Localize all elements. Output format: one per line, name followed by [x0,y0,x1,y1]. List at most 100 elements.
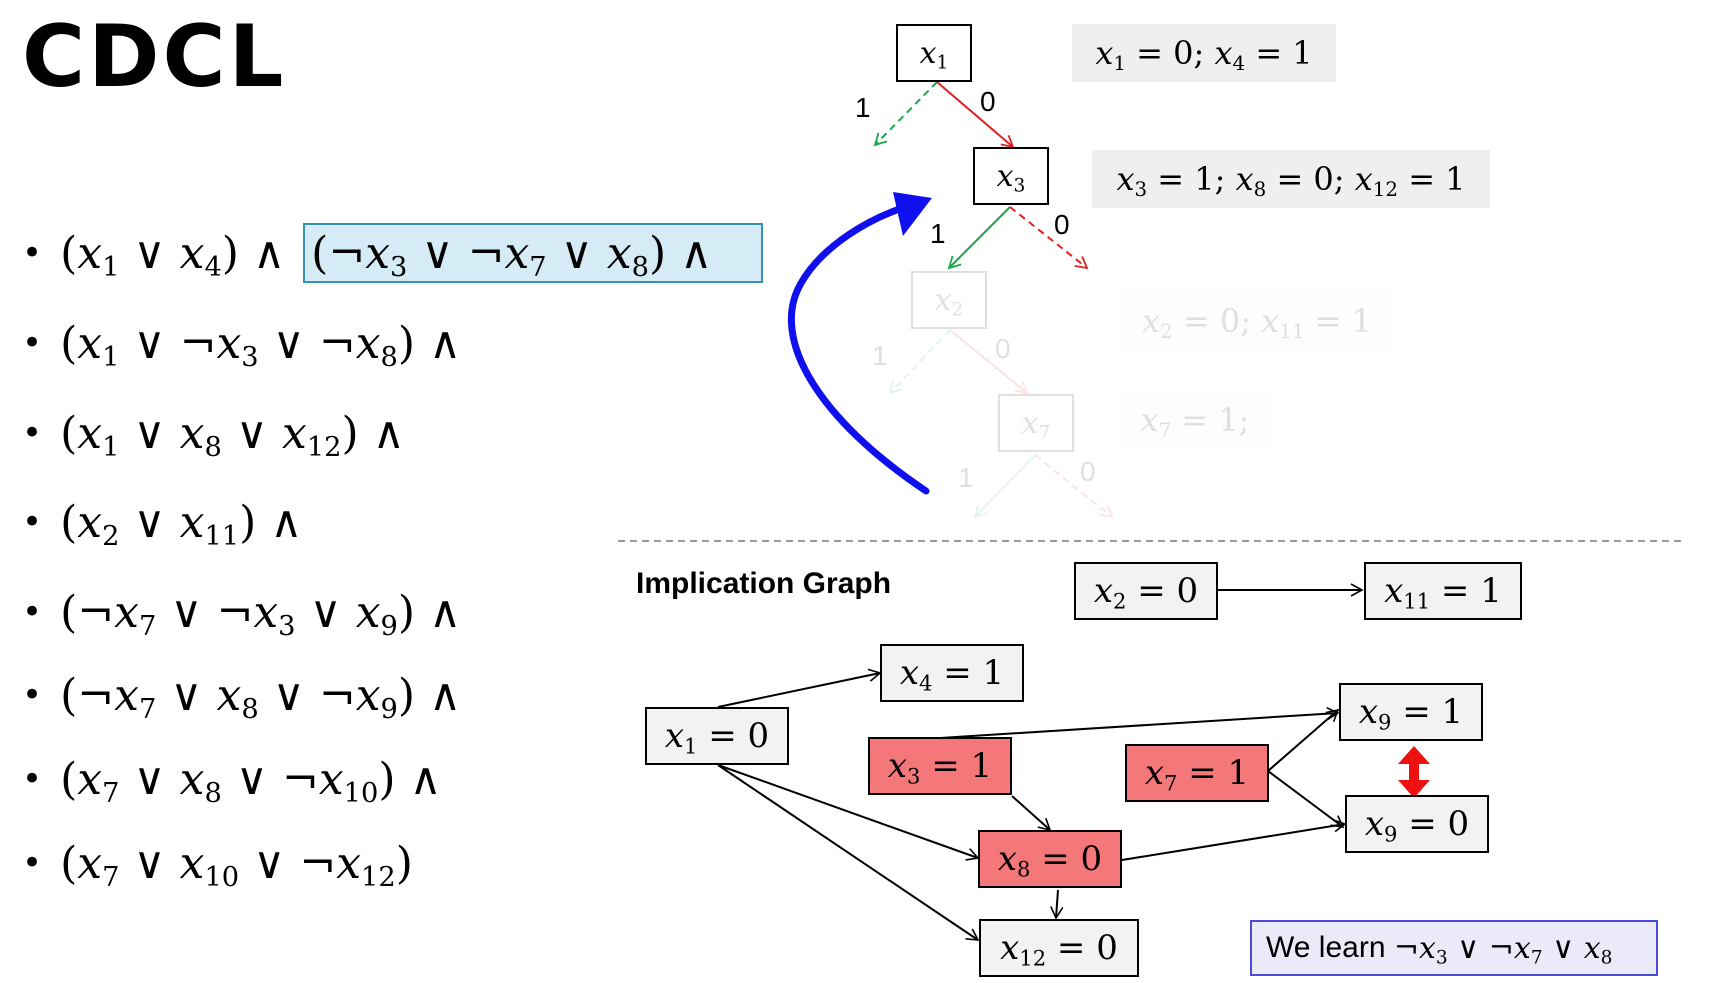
learned-clause: ¬x3 ∨ ¬x7 ∨ x8 [1393,930,1613,969]
node-x9-eq-0: x9 = 0 [1345,795,1489,853]
clause-1-text: (x1 ∨ x4) ∧ [60,228,285,284]
operator-text: ( [60,497,78,548]
operator-text: ∨ [221,408,282,459]
branch-label-0: 0 [1080,456,1096,487]
operator-text: ∨ ¬ [1447,930,1514,966]
node-x7-eq-1: x7 = 1 [1125,744,1269,802]
clause-6: • (¬x7 ∨ x8 ∨ ¬x9) ∧ [22,670,462,726]
operator-text: ∨ [119,408,180,459]
variable: x8 [216,670,259,726]
operator-text: = 1; [1147,160,1236,198]
operator-text: ∨ [156,670,217,721]
node-x11-eq-1: x11 = 1 [1364,562,1522,620]
variable: x4 [179,228,222,284]
variable: x2 [934,282,964,321]
clause-3-text: (x1 ∨ x8 ∨ x12) ∧ [60,408,405,464]
operator-text: (¬ [60,587,115,638]
operator-text: (¬ [311,228,366,279]
node-x9-eq-1: x9 = 1 [1339,683,1483,741]
operator-text: ) ∧ [397,587,462,638]
branch-label-0: 0 [995,333,1011,364]
variable: x3 [1116,160,1148,201]
variable: x8 [355,318,398,374]
assignment-level-4: x7 = 1; [1120,391,1270,449]
variable: x8 [1583,930,1613,969]
clause-7-text: (x7 ∨ x8 ∨ ¬x10) ∧ [60,754,442,810]
variable: x3 [1418,930,1448,969]
clause-7: • (x7 ∨ x8 ∨ ¬x10) ∧ [22,754,442,810]
operator-text: = 1 [1304,302,1372,340]
implication-graph-title: Implication Graph [636,567,892,600]
variable: x3 [216,318,259,374]
variable: x1 [77,408,120,464]
tree-node-x1: x1 [896,24,972,82]
variable: x10 [318,754,379,810]
branch-label-0: 0 [980,86,996,117]
variable: x1 [1095,34,1126,75]
operator-text: = 0; [1266,160,1355,198]
highlighted-clause: (¬x3 ∨ ¬x7 ∨ x8) ∧ [311,228,712,284]
variable: x8 [179,408,222,464]
variable: x8 [997,839,1031,882]
operator-text: ∨ ¬ [258,318,356,369]
variable: x9 [1358,692,1392,735]
node-x4-eq-1: x4 = 1 [880,644,1024,702]
variable: x4 [899,653,933,696]
operator-text: = 0 [1046,928,1118,968]
variable: x12 [1354,160,1399,201]
assignment-level-3: x2 = 0; x11 = 1 [1120,292,1394,350]
operator-text: ∨ [119,838,180,889]
highlighted-clause-box [303,223,763,283]
operator-text: ) ∧ [397,318,462,369]
variable: x7 [77,754,120,810]
operator-text: ¬ [1393,930,1419,966]
variable: x7 [114,587,157,643]
operator-text: (¬ [60,670,115,721]
node-x3-eq-1: x3 = 1 [868,737,1012,795]
variable: x12 [336,838,396,894]
backjump-arrow [787,192,932,495]
operator-text: = 1 [1391,692,1464,732]
operator-text: = 1 [932,653,1005,693]
variable: x9 [355,670,398,726]
variable: x7 [1513,930,1543,969]
operator-text: ( [60,228,78,279]
variable: x11 [179,497,240,553]
clause-8-text: (x7 ∨ x10 ∨ ¬x12) [60,838,413,894]
tree-node-x3: x3 [973,147,1049,205]
branch-label-1: 1 [930,218,946,249]
variable: x7 [1144,753,1178,796]
variable: x3 [887,746,921,789]
variable: x2 [1142,302,1173,343]
variable: x2 [1093,571,1127,614]
variable: x11 [1261,302,1305,343]
operator-text: = 0 [1397,804,1470,844]
operator-text: ∨ [119,497,180,548]
assignment-level-1: x1 = 0; x4 = 1 [1072,24,1336,82]
variable: x1 [77,318,120,374]
operator-text: = 1 [920,746,993,786]
variable: x3 [365,228,408,284]
learned-prefix: We learn [1266,931,1394,964]
operator-text: = 1 [1245,34,1313,72]
node-x12-eq-0: x12 = 0 [979,919,1139,977]
variable: x3 [253,587,296,643]
variable: x1 [77,228,120,284]
operator-text: ∨ ¬ [407,228,505,279]
variable: x7 [77,838,120,894]
node-x8-eq-0: x8 = 0 [978,830,1122,888]
operator-text: ∨ ¬ [239,838,337,889]
node-x2-eq-0: x2 = 0 [1074,562,1218,620]
branch-label-1: 1 [872,340,888,371]
operator-text: ( [60,838,78,889]
clause-2-text: (x1 ∨ ¬x3 ∨ ¬x8) ∧ [60,318,462,374]
variable: x8 [1235,160,1267,201]
tree-node-x2: x2 [911,271,987,329]
variable: x1 [664,716,698,759]
operator-text: = 0 [1126,571,1199,611]
branch-label-1: 1 [855,92,871,123]
operator-text: ( [60,318,78,369]
variable: x12 [1000,928,1047,971]
operator-text: ) ∧ [397,670,462,721]
